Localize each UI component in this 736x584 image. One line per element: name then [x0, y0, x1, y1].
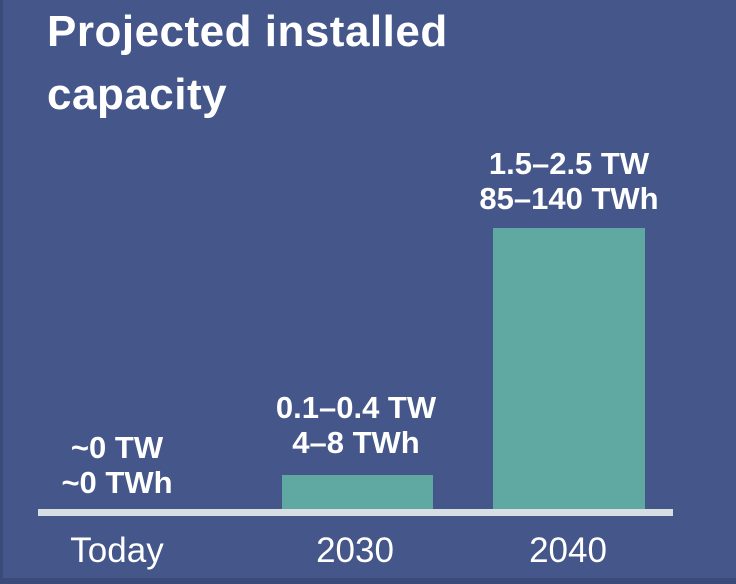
value-label-today-power: ~0 TW [70, 430, 164, 465]
left-edge-shadow [0, 0, 3, 584]
value-label-2030: 0.1–0.4 TW 4–8 TWh [276, 390, 436, 460]
x-axis-label-2030: 2030 [316, 531, 394, 570]
x-axis-label-today: Today [70, 531, 164, 570]
bottom-edge-shadow [0, 578, 736, 584]
x-axis-line [38, 509, 673, 516]
value-label-today: ~0 TW ~0 TWh [61, 430, 172, 500]
x-axis-label-2040: 2040 [529, 531, 607, 570]
value-label-2040-energy: 85–140 TWh [479, 181, 659, 216]
bar-2030 [282, 475, 433, 509]
value-label-today-energy: ~0 TWh [61, 465, 173, 500]
chart-title: Projected installed capacity [47, 7, 448, 119]
value-label-2040: 1.5–2.5 TW 85–140 TWh [479, 146, 658, 216]
value-label-2030-power: 0.1–0.4 TW [275, 390, 437, 425]
bar-2040 [493, 228, 645, 509]
value-label-2040-power: 1.5–2.5 TW [488, 146, 650, 181]
value-label-2030-energy: 4–8 TWh [292, 425, 420, 460]
